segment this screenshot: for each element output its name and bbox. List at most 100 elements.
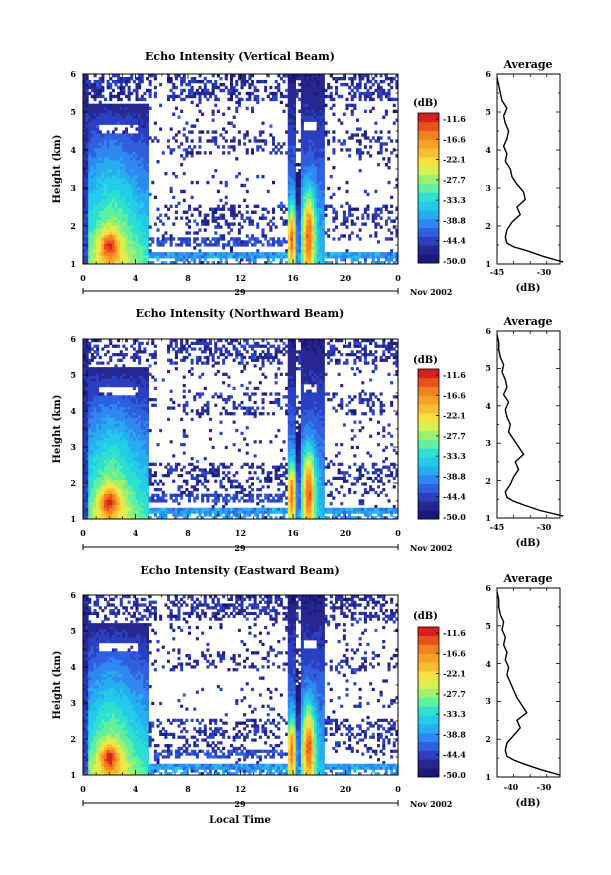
heatmap-cell bbox=[321, 246, 325, 250]
heatmap-cell bbox=[143, 106, 147, 111]
heatmap-cell bbox=[96, 252, 100, 256]
heatmap-cell bbox=[122, 112, 126, 116]
heatmap-cell bbox=[88, 485, 92, 489]
heatmap-cell bbox=[93, 344, 97, 348]
heatmap-cell bbox=[308, 231, 312, 235]
heatmap-cell bbox=[185, 210, 189, 214]
heatmap-cell bbox=[306, 210, 310, 214]
heatmap-cell bbox=[106, 154, 110, 158]
heatmap-cell bbox=[111, 222, 115, 226]
heatmap-cell bbox=[298, 219, 302, 223]
heatmap-cell bbox=[308, 169, 312, 173]
heatmap-cell bbox=[130, 243, 134, 247]
heatmap-cell bbox=[132, 400, 136, 405]
heatmap-cell bbox=[132, 151, 136, 155]
heatmap-cell bbox=[130, 412, 134, 416]
heatmap-cell bbox=[125, 82, 129, 87]
heatmap-cell bbox=[311, 151, 315, 155]
heatmap-cell bbox=[290, 237, 294, 241]
heatmap-cell bbox=[290, 186, 294, 191]
heatmap-cell bbox=[237, 231, 241, 235]
heatmap-cell bbox=[101, 434, 105, 438]
heatmap-cell bbox=[90, 88, 94, 93]
heatmap-cell bbox=[300, 171, 304, 176]
heatmap-cell bbox=[143, 186, 147, 191]
heatmap-cell bbox=[109, 434, 113, 438]
heatmap-cell bbox=[319, 246, 323, 250]
heatmap-cell bbox=[119, 440, 123, 444]
heatmap-cell bbox=[88, 189, 92, 194]
heatmap-cell bbox=[125, 115, 129, 119]
heatmap-cell bbox=[272, 207, 276, 211]
heatmap-cell bbox=[224, 258, 228, 262]
heatmap-cell bbox=[109, 451, 113, 455]
heatmap-cell bbox=[243, 76, 247, 81]
heatmap-cell bbox=[306, 240, 310, 244]
heatmap-cell bbox=[88, 462, 92, 466]
heatmap-cell bbox=[308, 174, 312, 179]
heatmap-cell bbox=[106, 169, 110, 173]
heatmap-cell bbox=[308, 74, 312, 78]
heatmap-cell bbox=[98, 145, 102, 149]
heatmap-cell bbox=[101, 504, 105, 509]
heatmap-cell bbox=[101, 392, 105, 396]
heatmap-cell bbox=[109, 431, 113, 436]
heatmap-cell bbox=[146, 139, 150, 143]
heatmap-cell bbox=[114, 151, 118, 155]
heatmap-cell bbox=[306, 201, 310, 206]
heatmap-cell bbox=[130, 174, 134, 179]
heatmap-cell bbox=[130, 216, 134, 220]
heatmap-cell bbox=[98, 510, 102, 514]
heatmap-cell bbox=[316, 157, 320, 161]
heatmap-cell bbox=[132, 451, 136, 455]
heatmap-cell bbox=[293, 157, 297, 161]
heatmap-cell bbox=[203, 76, 207, 81]
heatmap-cell bbox=[132, 381, 136, 385]
heatmap-cell bbox=[269, 243, 273, 247]
heatmap-cell bbox=[114, 160, 118, 164]
heatmap-cell bbox=[293, 243, 297, 247]
heatmap-cell bbox=[272, 243, 276, 247]
heatmap-cell bbox=[148, 249, 152, 253]
heatmap-cell bbox=[132, 177, 136, 182]
heatmap-cell bbox=[182, 237, 186, 241]
heatmap-cell bbox=[264, 234, 268, 238]
heatmap-cell bbox=[285, 151, 289, 155]
heatmap-cell bbox=[392, 255, 396, 259]
heatmap-cell bbox=[138, 174, 142, 179]
heatmap-cell bbox=[132, 440, 136, 444]
heatmap-cell bbox=[256, 240, 260, 244]
heatmap-cell bbox=[201, 91, 205, 96]
heatmap-cell bbox=[279, 240, 283, 244]
heatmap-cell bbox=[298, 148, 302, 152]
heatmap-cell bbox=[219, 252, 223, 256]
heatmap-cell bbox=[135, 240, 139, 244]
heatmap-cell bbox=[125, 234, 129, 238]
heatmap-cell bbox=[342, 213, 346, 217]
heatmap-cell bbox=[140, 109, 144, 113]
tick-marks bbox=[82, 73, 399, 265]
heatmap-cell bbox=[363, 133, 367, 137]
heatmap-cell bbox=[311, 82, 315, 87]
heatmap-cell bbox=[277, 74, 281, 78]
heatmap-cell bbox=[290, 106, 294, 111]
heatmap-cell bbox=[243, 252, 247, 256]
heatmap-cell bbox=[308, 166, 312, 170]
heatmap-cell bbox=[390, 210, 394, 214]
heatmap-cell bbox=[314, 145, 318, 149]
heatmap-cell bbox=[104, 468, 108, 472]
heatmap-cell bbox=[132, 403, 136, 407]
heatmap-cell bbox=[264, 255, 268, 259]
heatmap-cell bbox=[106, 234, 110, 238]
heatmap-cell bbox=[119, 91, 123, 96]
heatmap-cell bbox=[114, 443, 118, 447]
heatmap-cell bbox=[248, 91, 252, 96]
heatmap-cell bbox=[356, 234, 360, 238]
heatmap-cell bbox=[119, 431, 123, 436]
heatmap-cell bbox=[127, 166, 131, 170]
heatmap-cell bbox=[109, 186, 113, 191]
heatmap-cell bbox=[321, 139, 325, 143]
heatmap-cell bbox=[140, 115, 144, 119]
heatmap-cell bbox=[314, 166, 318, 170]
heatmap-cell bbox=[274, 240, 278, 244]
